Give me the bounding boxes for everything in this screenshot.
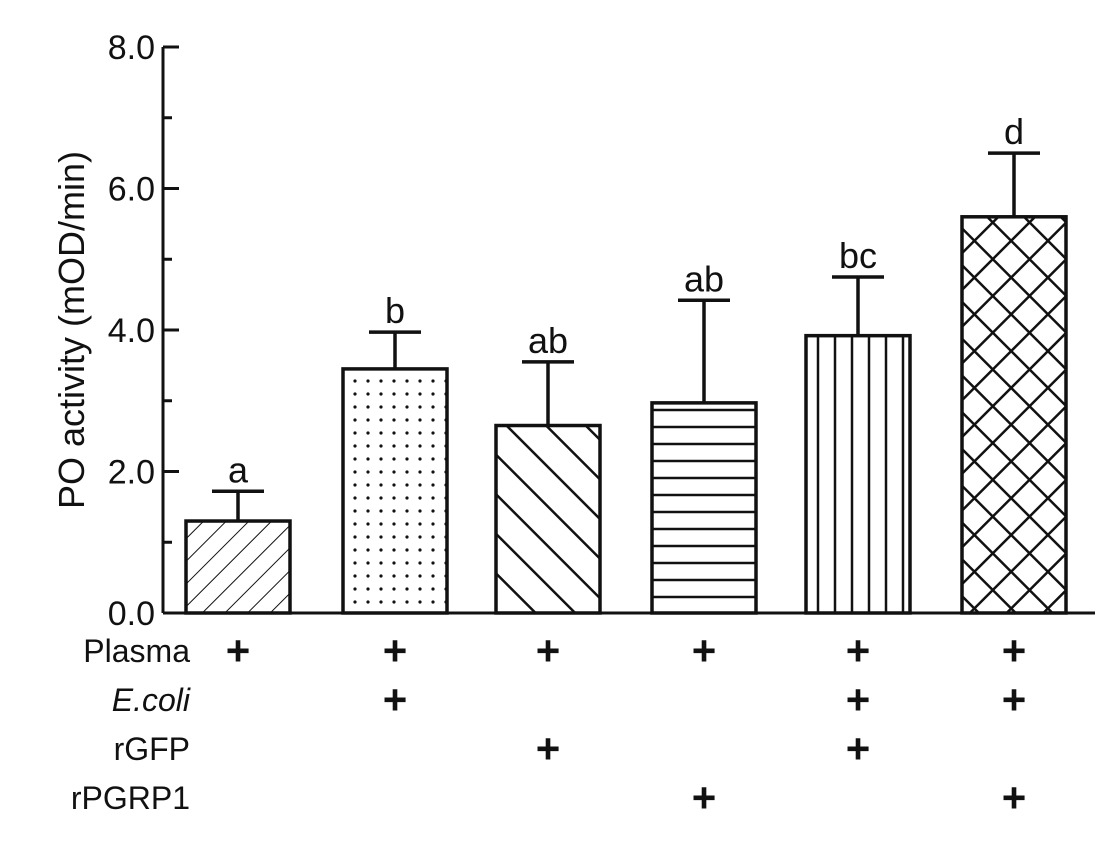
treatment-row-label: Plasma <box>83 633 190 669</box>
significance-label: d <box>1004 111 1024 152</box>
treatment-mark: + <box>1002 676 1027 723</box>
y-tick-label: 0.0 <box>108 595 155 633</box>
y-tick-label: 6.0 <box>108 171 155 209</box>
treatment-mark: + <box>846 676 871 723</box>
treatment-mark: + <box>1002 774 1027 821</box>
treatment-mark: + <box>536 627 561 674</box>
bar <box>494 423 602 615</box>
treatment-mark: + <box>846 627 871 674</box>
treatment-mark: + <box>692 774 717 821</box>
treatment-row-label: rPGRP1 <box>71 780 190 816</box>
significance-label: a <box>228 449 249 490</box>
bar <box>184 519 292 615</box>
treatment-row-label: E.coli <box>112 682 191 718</box>
significance-label: b <box>385 290 405 331</box>
y-tick-label: 8.0 <box>108 29 155 67</box>
treatment-mark: + <box>692 627 717 674</box>
treatment-mark: + <box>536 725 561 772</box>
treatment-mark: + <box>1002 627 1027 674</box>
significance-label: ab <box>528 320 568 361</box>
treatment-mark: + <box>846 725 871 772</box>
y-tick-label: 4.0 <box>108 312 155 350</box>
significance-label: ab <box>684 258 724 299</box>
y-tick-label: 2.0 <box>108 454 155 492</box>
treatment-mark: + <box>383 627 408 674</box>
bar <box>960 215 1068 615</box>
axes: 0.0 2.0 4.0 6.0 8.0 <box>108 29 1095 633</box>
treatment-row-label: rGFP <box>114 731 190 767</box>
y-axis-label: PO activity (mOD/min) <box>51 151 92 509</box>
bar <box>650 401 758 615</box>
bar <box>341 367 449 615</box>
significance-label: bc <box>839 235 877 276</box>
treatment-mark: + <box>383 676 408 723</box>
treatment-mark: + <box>226 627 251 674</box>
treatment-table: Plasma + + + + + +E.coli + + +rGFP + +rPGRP1 + + <box>71 627 1026 821</box>
bar <box>804 333 912 615</box>
